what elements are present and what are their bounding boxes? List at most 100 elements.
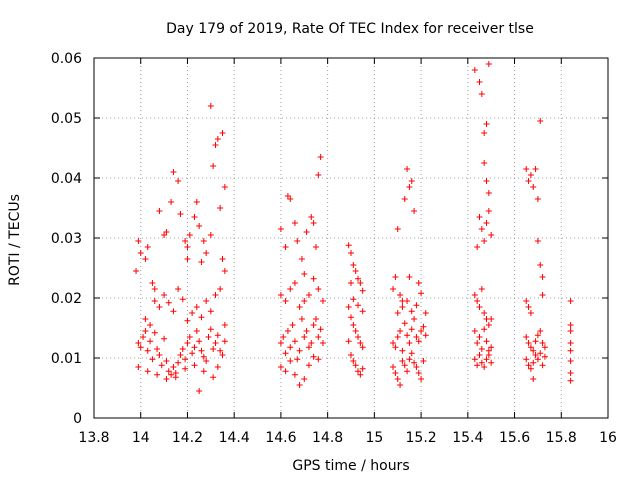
data-point — [390, 286, 397, 292]
data-point — [406, 274, 413, 280]
data-point — [420, 358, 427, 364]
data-point — [483, 121, 490, 127]
data-point — [408, 178, 415, 184]
x-tick-labels: 13.8 14 14.2 14.4 14.6 14.8 15 15.2 15.4 15.6 15.8… — [78, 430, 617, 446]
data-point — [175, 286, 182, 292]
data-point — [170, 308, 177, 315]
data-point — [481, 326, 488, 333]
data-point — [291, 371, 298, 378]
data-point — [525, 340, 532, 346]
data-point — [193, 304, 200, 310]
data-point — [399, 358, 406, 364]
data-point — [537, 328, 544, 334]
data-point — [151, 298, 158, 304]
data-point — [485, 61, 492, 67]
data-point — [156, 352, 163, 358]
y-tick-label: 0.02 — [51, 291, 82, 307]
data-point — [214, 136, 221, 142]
data-point — [392, 344, 399, 351]
data-point — [137, 250, 144, 256]
data-point — [399, 347, 406, 354]
data-point — [156, 208, 163, 214]
data-point — [189, 350, 196, 357]
data-point — [165, 299, 172, 306]
data-point — [406, 184, 413, 190]
data-point — [200, 238, 207, 244]
x-tick-label: 14 — [132, 430, 150, 446]
data-point — [170, 364, 177, 370]
data-point — [207, 232, 214, 238]
y-tick-label: 0.05 — [51, 111, 82, 127]
data-point — [350, 322, 357, 328]
data-point — [282, 244, 289, 250]
data-point — [355, 302, 362, 309]
data-point — [476, 79, 483, 85]
data-point — [476, 352, 483, 358]
data-point — [474, 340, 481, 346]
data-point — [282, 298, 289, 304]
data-point — [212, 292, 219, 298]
data-point — [567, 358, 574, 364]
data-point — [217, 286, 224, 292]
data-point — [476, 334, 483, 340]
data-point — [163, 229, 170, 235]
data-point — [182, 365, 189, 372]
data-point — [404, 298, 411, 304]
data-point — [534, 238, 541, 244]
data-point — [303, 328, 310, 334]
data-point — [144, 368, 151, 375]
data-point — [170, 169, 177, 175]
data-point — [315, 334, 322, 340]
y-tick-label: 0.03 — [51, 231, 82, 247]
data-point — [537, 350, 544, 357]
data-point — [478, 346, 485, 352]
data-point — [212, 340, 219, 346]
x-tick-label: 15.2 — [406, 430, 437, 446]
data-point — [175, 178, 182, 184]
data-point — [422, 332, 429, 339]
data-point — [348, 280, 354, 286]
data-point — [144, 244, 151, 250]
data-point — [207, 326, 214, 333]
data-point — [182, 238, 189, 244]
x-tick-label: 14.2 — [172, 430, 203, 446]
data-point — [406, 340, 413, 346]
data-point — [397, 382, 404, 388]
data-point — [413, 302, 420, 309]
data-point — [135, 340, 142, 346]
data-point — [394, 334, 401, 340]
data-point — [198, 259, 205, 265]
data-point — [483, 220, 490, 226]
data-point — [481, 238, 488, 244]
data-point — [355, 275, 362, 282]
y-tick-label: 0.06 — [51, 51, 82, 67]
data-point — [312, 244, 319, 250]
data-point — [184, 244, 191, 250]
data-point — [350, 358, 357, 364]
data-point — [186, 232, 193, 238]
data-point — [567, 370, 574, 376]
data-point — [191, 214, 198, 220]
data-point — [415, 338, 422, 345]
data-point — [415, 370, 422, 376]
data-point — [219, 256, 226, 262]
data-point — [179, 296, 186, 303]
data-point — [532, 166, 539, 172]
data-point — [348, 352, 354, 358]
data-point — [310, 220, 317, 226]
data-point — [310, 322, 317, 328]
x-tick-label: 14.8 — [312, 430, 343, 446]
data-point — [399, 304, 406, 310]
data-point — [527, 310, 534, 316]
data-point — [418, 290, 425, 297]
data-point — [345, 338, 352, 345]
y-tick-label: 0 — [73, 411, 82, 427]
data-point — [184, 256, 191, 262]
data-point — [296, 382, 303, 388]
data-point — [348, 314, 354, 321]
x-tick-label: 15.6 — [499, 430, 530, 446]
data-point — [200, 368, 207, 375]
data-point — [149, 280, 156, 286]
